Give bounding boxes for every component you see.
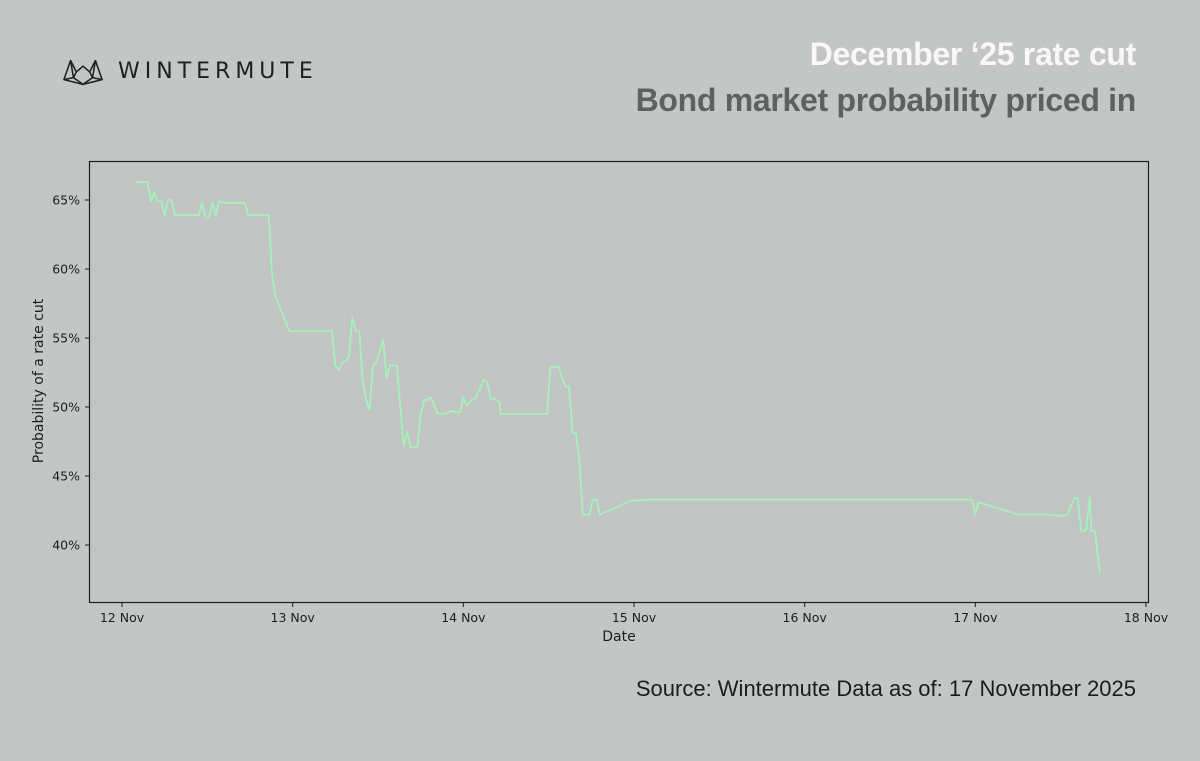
probability-line	[135, 181, 1101, 573]
y-axis-label: Probability of a rate cut	[31, 298, 47, 463]
chart-title: December ‘25 rate cut	[809, 36, 1137, 72]
x-axis-ticks: 12 Nov 13 Nov 14 Nov 15 Nov 16 Nov 17 Nov 18 N…	[100, 602, 1169, 625]
x-tick-label: 16 Nov	[783, 610, 828, 625]
y-tick-label: 60%	[52, 262, 80, 277]
y-tick-label: 50%	[52, 400, 80, 415]
x-tick-label: 13 Nov	[271, 610, 316, 625]
wintermute-fox-logo-icon	[63, 59, 103, 86]
x-tick-label: 17 Nov	[953, 610, 998, 625]
y-tick-label: 65%	[52, 193, 80, 208]
brand-name: WINTERMUTE	[118, 58, 318, 84]
source-note: Source: Wintermute Data as of: 17 Novemb…	[635, 676, 1136, 701]
x-tick-label: 14 Nov	[441, 610, 486, 625]
y-tick-label: 55%	[52, 331, 80, 346]
x-tick-label: 15 Nov	[612, 610, 657, 625]
x-tick-label: 12 Nov	[100, 610, 145, 625]
brand-logo: WINTERMUTE	[62, 56, 318, 86]
x-axis-label: Date	[602, 629, 635, 645]
plot-area	[88, 160, 1150, 604]
y-axis-ticks: 40% 45% 50% 55% 60% 65%	[52, 193, 90, 553]
y-tick-label: 45%	[52, 469, 80, 484]
y-tick-label: 40%	[52, 538, 80, 553]
x-tick-label: 18 Nov	[1124, 610, 1169, 625]
chart-subtitle: Bond market probability priced in	[635, 82, 1137, 118]
